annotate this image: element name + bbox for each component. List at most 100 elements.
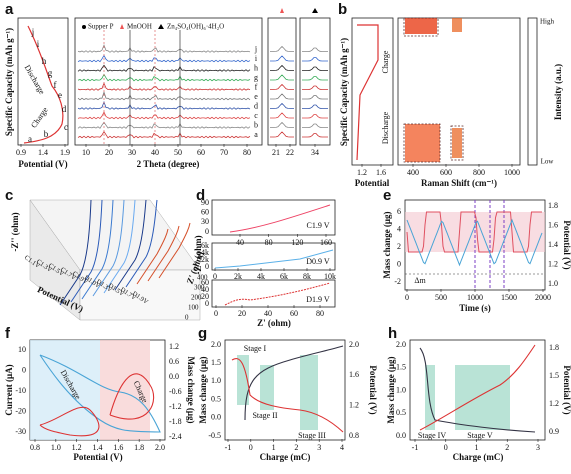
trace-label: b bbox=[254, 120, 258, 129]
curve bbox=[419, 347, 536, 433]
highlight-box bbox=[450, 125, 464, 161]
x-tick-label: -1 bbox=[412, 443, 419, 452]
legend-label: MnOOH bbox=[127, 23, 152, 31]
plot-frame bbox=[74, 17, 263, 146]
x-tick-label: 10k bbox=[324, 272, 336, 281]
xrd-trace bbox=[77, 73, 251, 82]
stage-label: Stage II bbox=[252, 411, 277, 420]
panel-letter: d bbox=[196, 187, 205, 204]
axis-title: -Z'' (ohm) bbox=[193, 235, 203, 274]
y-tick-label: 2k bbox=[201, 255, 209, 264]
curve bbox=[244, 345, 344, 421]
x-tick-label: 1.4 bbox=[38, 148, 48, 157]
plot-frame bbox=[299, 17, 331, 146]
x-tick-label: 70 bbox=[220, 148, 228, 157]
x-tick-label: 0.8 bbox=[30, 443, 40, 452]
y-tick-label: -20 bbox=[15, 406, 26, 415]
curve bbox=[23, 25, 64, 144]
axis-title: Intensity (a.u.) bbox=[553, 64, 563, 120]
x-tick-label: 3 bbox=[536, 443, 540, 452]
axis-title: Mass change (μg) bbox=[382, 211, 392, 278]
xrd-trace bbox=[302, 133, 328, 138]
y-tick-label: 1.0 bbox=[548, 279, 558, 288]
state-label: i bbox=[37, 39, 40, 49]
curve-label: D1.9 V bbox=[306, 295, 330, 304]
x-tick-label: 34 bbox=[311, 148, 319, 157]
axis-title: Potential (V) bbox=[562, 220, 571, 269]
y-tick-label: 4k bbox=[201, 248, 209, 257]
x-tick-label: 50 bbox=[174, 148, 182, 157]
axis-title: Current (μA) bbox=[4, 364, 14, 415]
y-tick-label: 1.8 bbox=[549, 343, 559, 352]
legend-label: Zn₄SO₄(OH)₆·4H₂O bbox=[167, 23, 224, 31]
state-label: b bbox=[44, 129, 49, 139]
y-tick-label: 90 bbox=[201, 198, 209, 207]
tick-label: 400 bbox=[197, 274, 208, 282]
axis-title: Potential (V) bbox=[73, 452, 122, 462]
annotation: Charge bbox=[381, 50, 390, 73]
y-tick-label: -2.4 bbox=[169, 432, 182, 441]
stage-label: Stage III bbox=[298, 431, 326, 440]
x-tick-label: 1.4 bbox=[93, 443, 103, 452]
y-tick-label: 0 bbox=[205, 227, 209, 236]
trace-label: i bbox=[255, 54, 258, 63]
tick-label: 200 bbox=[191, 294, 202, 302]
xrd-trace bbox=[302, 76, 328, 81]
xrd-trace bbox=[77, 54, 251, 63]
x-tick-label: 1.2 bbox=[357, 168, 367, 177]
marker bbox=[280, 8, 284, 13]
spectrum bbox=[81, 199, 114, 300]
axis-title: Potential (V) bbox=[368, 365, 378, 414]
band bbox=[300, 355, 318, 430]
x-tick-label: 500 bbox=[435, 293, 447, 302]
xrd-trace bbox=[77, 90, 251, 101]
y-tick-label: -2 bbox=[394, 277, 401, 286]
plot-frame bbox=[224, 339, 346, 441]
heat-spot bbox=[405, 18, 437, 34]
axis-title: Raman Shift (cm⁻¹) bbox=[421, 178, 497, 188]
panel-letter: f bbox=[5, 325, 11, 342]
state-label: j bbox=[31, 27, 35, 37]
xrd-trace bbox=[270, 74, 294, 81]
xrd-trace bbox=[270, 64, 294, 71]
y-tick-label: 0.5 bbox=[396, 408, 406, 417]
spectrum bbox=[70, 199, 103, 303]
xrd-trace bbox=[302, 57, 328, 62]
legend-symbol bbox=[120, 24, 124, 29]
trace-label: g bbox=[254, 73, 258, 82]
y-tick-label: 0.0 bbox=[396, 431, 406, 440]
xrd-trace bbox=[77, 100, 251, 110]
spectrum bbox=[103, 199, 136, 294]
spectrum bbox=[59, 199, 92, 306]
legend-symbol bbox=[82, 25, 86, 29]
curve bbox=[214, 249, 334, 269]
xrd-trace bbox=[270, 131, 294, 138]
panel-letter: a bbox=[5, 1, 14, 18]
annotation: Discharge bbox=[381, 111, 390, 144]
y-tick-label: 1.2 bbox=[349, 400, 359, 409]
curve-label: D0.9 V bbox=[306, 257, 330, 266]
xrd-trace bbox=[302, 114, 328, 119]
y-tick-label: 1.0 bbox=[396, 385, 406, 394]
tick-label: 300 bbox=[194, 284, 205, 292]
curve bbox=[39, 373, 155, 437]
x-tick-label: 8k bbox=[303, 272, 311, 281]
stage-label: Stage V bbox=[467, 431, 493, 440]
xrd-trace bbox=[77, 130, 251, 139]
y-tick-label: 2.0 bbox=[211, 340, 221, 349]
x-tick-label: 1000 bbox=[467, 293, 483, 302]
x-tick-label: 1000 bbox=[504, 168, 520, 177]
xrd-trace bbox=[77, 44, 251, 53]
x-tick-label: 0 bbox=[405, 293, 409, 302]
state-label: g bbox=[48, 68, 53, 78]
y-tick-label: 0.9 bbox=[549, 427, 559, 436]
x-tick-label: 80 bbox=[316, 309, 324, 318]
x-tick-label: 800 bbox=[473, 168, 485, 177]
x-tick-label: 80 bbox=[265, 238, 273, 247]
x-tick-label: 60 bbox=[290, 309, 298, 318]
axis-title: 2 Theta (degree) bbox=[137, 159, 200, 169]
state-label: f bbox=[54, 80, 57, 90]
y-tick-label: 1.2 bbox=[548, 259, 558, 268]
state-label: h bbox=[42, 56, 47, 66]
